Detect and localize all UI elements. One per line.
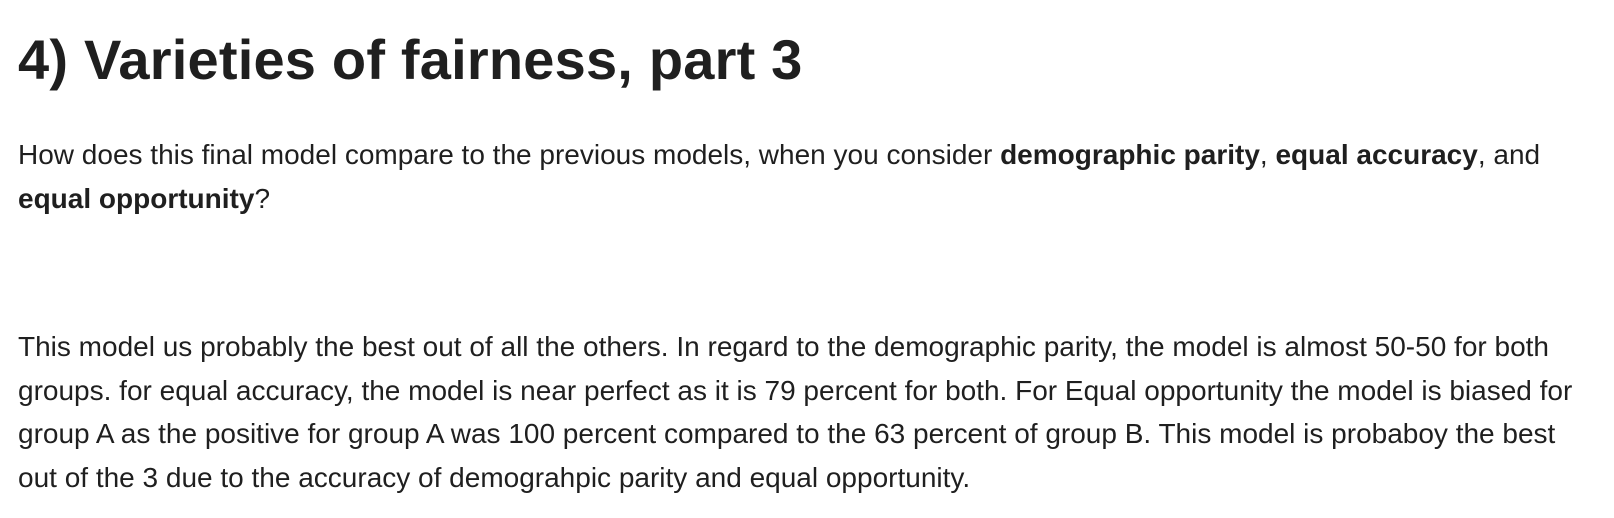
question-separator: , bbox=[1259, 139, 1276, 170]
section-heading: 4) Varieties of fairness, part 3 bbox=[18, 28, 803, 91]
question-end: ? bbox=[254, 183, 271, 214]
term-demographic-parity: demographic parity bbox=[1000, 139, 1260, 170]
question-text: How does this final model compare to the… bbox=[18, 133, 1588, 221]
question-separator: , and bbox=[1477, 139, 1541, 170]
answer-text: This model us probably the best out of a… bbox=[18, 331, 1573, 493]
term-equal-opportunity: equal opportunity bbox=[18, 183, 255, 214]
question-intro: How does this final model compare to the… bbox=[18, 139, 1001, 170]
term-equal-accuracy: equal accuracy bbox=[1275, 139, 1478, 170]
